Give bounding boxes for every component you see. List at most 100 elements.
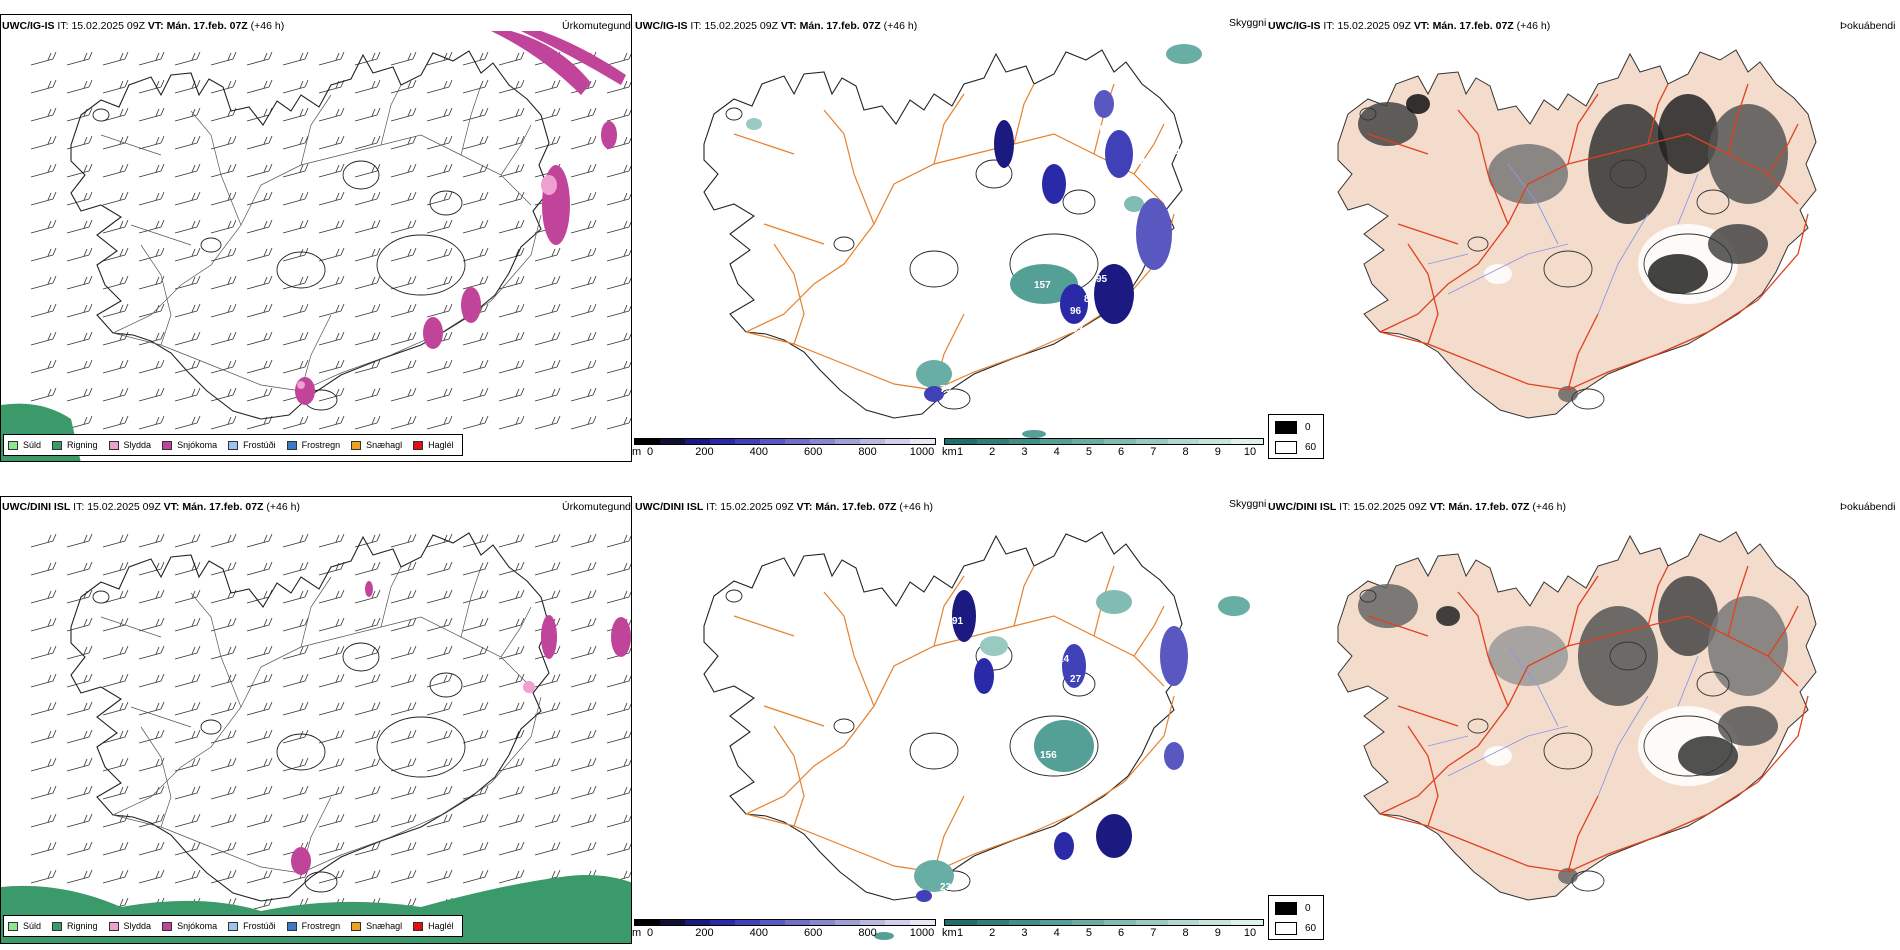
legend-swatch xyxy=(162,921,173,931)
fog-areas xyxy=(1358,94,1788,402)
colorbar-ticks: 0 200 400 600 800 1000 xyxy=(634,445,936,459)
lead-time: (+46 h) xyxy=(1516,20,1551,32)
colorbar-tick: 7 xyxy=(1150,927,1157,939)
iceland-outline xyxy=(703,49,1183,419)
fog-map-top xyxy=(1337,49,1817,419)
colorbar-tick: 4 xyxy=(1053,927,1060,939)
colorbar-cell xyxy=(685,920,710,925)
legend-item: Snjókoma xyxy=(162,921,217,931)
fog-legend-row: 0 xyxy=(1275,421,1311,434)
legend-item: Slydda xyxy=(108,921,152,931)
legend-swatch xyxy=(413,921,424,931)
colorbar-cell xyxy=(835,920,860,925)
ceiling-label: 156 xyxy=(1040,750,1057,761)
colorbar-cell xyxy=(976,920,1009,925)
colorbar-cell xyxy=(860,439,885,444)
colorbar-cell xyxy=(1231,920,1263,925)
precip-type-panel-top xyxy=(0,14,632,462)
colorbar-cell xyxy=(760,439,785,444)
it-label: IT: xyxy=(1339,501,1351,513)
vt-label: VT: xyxy=(780,20,797,32)
vt-label: VT: xyxy=(147,20,164,32)
iceland-outline xyxy=(70,532,550,902)
legend-label: Slydda xyxy=(123,921,152,931)
panel-header-precip-top: UWC/IG-IS IT: 15.02.2025 09Z VT: Mán. 17… xyxy=(2,20,284,32)
colorbar-tick: 3 xyxy=(1021,446,1028,458)
colorbar-tick: 6 xyxy=(1118,927,1125,939)
vt-label: VT: xyxy=(163,501,180,513)
colorbar-tick: 400 xyxy=(749,446,768,458)
ceiling-label: 95 xyxy=(1186,184,1198,195)
panel-header-precip-bottom: UWC/DINI ISL IT: 15.02.2025 09Z VT: Mán.… xyxy=(2,501,300,513)
legend-swatch xyxy=(351,921,362,931)
fog-legend-swatch xyxy=(1275,922,1297,935)
road-lines xyxy=(733,565,1175,873)
colorbar-cell xyxy=(660,920,685,925)
colorbar-tick: 6 xyxy=(1118,446,1125,458)
colorbar-unit: km xyxy=(942,927,957,939)
legend-label: Snæhagl xyxy=(366,440,403,450)
road-lines xyxy=(100,566,542,874)
colorbar-tick: 3 xyxy=(1021,927,1028,939)
legend-swatch xyxy=(162,440,173,450)
cloudbase-colorbar-bottom: m 0 200 400 600 800 1000 xyxy=(632,919,936,940)
ceiling-label: 13 xyxy=(1054,216,1066,227)
vt-label: VT: xyxy=(1429,501,1446,513)
fog-map-bottom xyxy=(1337,531,1817,901)
precip-areas xyxy=(1,581,631,943)
legend-label: Snjókoma xyxy=(177,921,218,931)
it-label: IT: xyxy=(706,501,718,513)
it-label: IT: xyxy=(690,20,702,32)
ceiling-label: 79 xyxy=(940,384,952,395)
colorbar-cell xyxy=(660,439,685,444)
colorbar-unit: m xyxy=(632,927,642,939)
legend-item: Haglél xyxy=(413,921,454,931)
colorbar-ticks: 1 2 3 4 5 6 7 8 9 10 xyxy=(944,926,1264,940)
colorbar-tick: 5 xyxy=(1085,446,1092,458)
fog-legend-label: 0 xyxy=(1305,422,1311,433)
road-lines xyxy=(1367,565,1809,873)
colorbar-cell xyxy=(835,439,860,444)
panel-header-fog-bottom: UWC/DINI ISL IT: 15.02.2025 09Z VT: Mán.… xyxy=(1268,501,1566,513)
it-value: 15.02.2025 09Z xyxy=(704,20,778,32)
model-name: UWC/IG-IS xyxy=(1268,20,1321,32)
wind-barbs xyxy=(30,51,631,430)
glacier-outlines xyxy=(1359,107,1733,410)
colorbar-cell xyxy=(945,439,977,444)
model-name: UWC/IG-IS xyxy=(2,20,55,32)
lead-time: (+46 h) xyxy=(883,20,918,32)
legend-swatch xyxy=(52,440,63,450)
legend-swatch xyxy=(286,440,297,450)
colorbar-cell xyxy=(710,439,735,444)
fog-legend-label: 60 xyxy=(1305,442,1317,453)
legend-item: Snjókoma xyxy=(162,440,217,450)
legend-item: Rigning xyxy=(52,921,98,931)
colorbar-cell xyxy=(635,439,660,444)
colorbar-tick: 4 xyxy=(1053,446,1060,458)
colorbar-cell xyxy=(885,439,910,444)
colorbar-tick: 9 xyxy=(1214,446,1221,458)
colorbar-ticks: 1 2 3 4 5 6 7 8 9 10 xyxy=(944,445,1264,459)
panel-var-precip-top: Úrkomutegund xyxy=(562,20,631,32)
colorbar-tick: 0 xyxy=(646,446,654,458)
colorbar-cell xyxy=(1103,920,1136,925)
fog-legend-label: 0 xyxy=(1305,903,1311,914)
legend-label: Snæhagl xyxy=(366,921,403,931)
colorbar-cell xyxy=(1167,920,1200,925)
colorbar-tick: 2 xyxy=(989,446,996,458)
colorbar-tick: 1000 xyxy=(909,927,935,939)
colorbar-tick: 9 xyxy=(1214,927,1221,939)
fog-legend-swatch xyxy=(1275,421,1297,434)
colorbar-cell xyxy=(976,439,1009,444)
legend-swatch xyxy=(286,921,297,931)
vt-value: Mán. 17.feb. 07Z xyxy=(1448,501,1530,513)
colorbar-cell xyxy=(1103,439,1136,444)
legend-label: Slydda xyxy=(123,440,152,450)
cloudbase-visibility-panel-top: 101 10 82 92 95 15 13 81 157 95 81 96 93 79 xyxy=(634,14,1266,462)
colorbar-cell xyxy=(1008,920,1041,925)
panel-var-cloud-top: Skyggni xyxy=(1229,17,1267,29)
it-value: 15.02.2025 09Z xyxy=(1337,20,1411,32)
